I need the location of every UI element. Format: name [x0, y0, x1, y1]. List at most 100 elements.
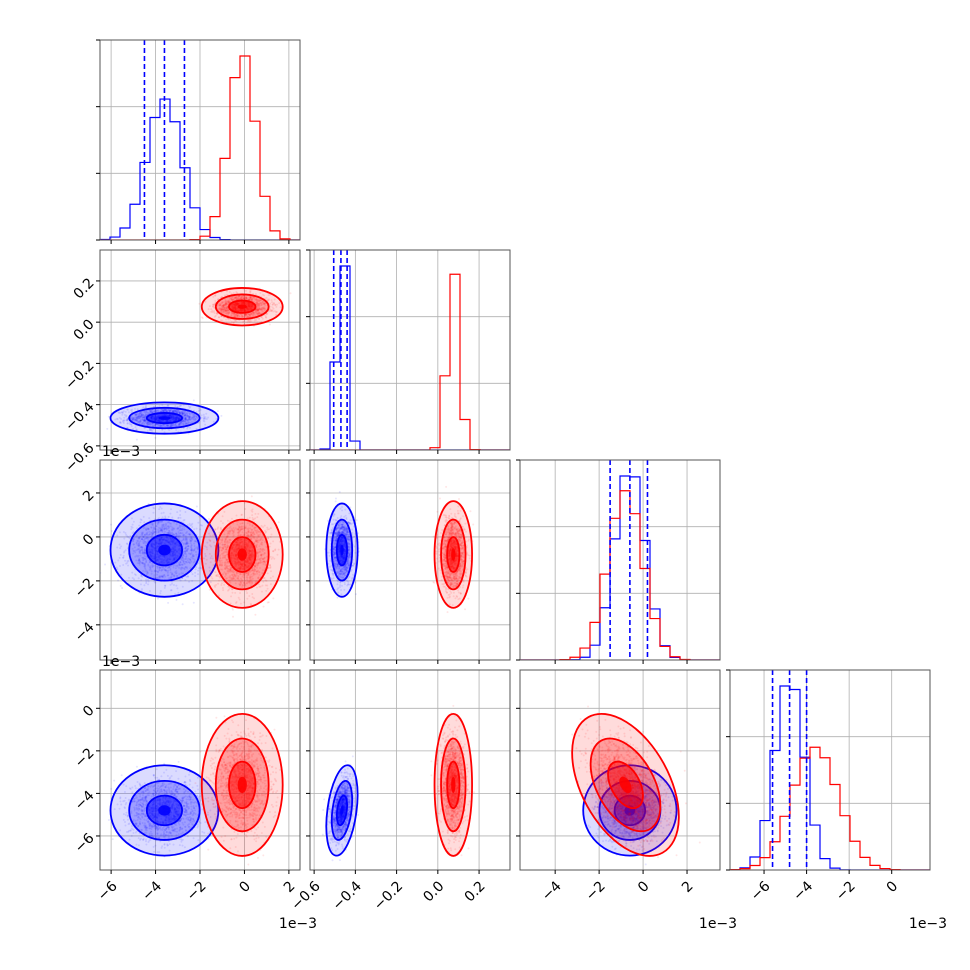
- sample-point: [157, 425, 160, 428]
- sample-point: [177, 409, 180, 412]
- sample-point: [166, 424, 169, 427]
- sample-point: [120, 411, 123, 414]
- sample-point: [212, 303, 215, 306]
- sample-point: [140, 538, 143, 541]
- sample-point: [168, 428, 171, 431]
- sample-point: [267, 299, 270, 302]
- sample-point: [180, 412, 183, 415]
- sample-point: [136, 416, 139, 419]
- sample-point: [175, 424, 178, 427]
- sample-point: [248, 315, 251, 318]
- sample-point: [221, 301, 224, 304]
- sample-point: [149, 411, 152, 414]
- sample-point: [134, 413, 137, 416]
- sample-point: [138, 417, 141, 420]
- sample-point: [260, 299, 263, 302]
- sample-point: [181, 420, 184, 423]
- sample-point: [137, 420, 140, 423]
- sample-point: [174, 409, 177, 412]
- sample-point: [224, 299, 227, 302]
- sample-point: [256, 308, 259, 311]
- sample-point: [160, 528, 163, 531]
- sample-point: [172, 410, 175, 413]
- sample-point: [136, 417, 139, 420]
- sample-point: [213, 311, 216, 314]
- sample-point: [138, 416, 141, 419]
- sample-point: [143, 423, 146, 426]
- sample-point: [155, 530, 158, 533]
- sample-point: [167, 404, 170, 407]
- sample-point: [144, 544, 147, 547]
- sample-point: [179, 411, 182, 414]
- sample-point: [157, 577, 160, 580]
- sample-point: [175, 428, 178, 431]
- sample-point: [187, 545, 190, 548]
- sample-point: [260, 302, 263, 305]
- sample-point: [144, 420, 147, 423]
- sample-point: [163, 574, 166, 577]
- sample-point: [224, 308, 227, 311]
- sample-point: [138, 552, 141, 555]
- sample-point: [156, 571, 159, 574]
- sample-point: [256, 313, 259, 316]
- sample-point: [177, 526, 180, 529]
- sample-point: [248, 290, 251, 293]
- sample-point: [137, 416, 140, 419]
- sample-point: [179, 421, 182, 424]
- sample-point: [192, 554, 195, 557]
- sample-point: [242, 297, 245, 300]
- sample-point: [150, 411, 153, 414]
- sample-point: [143, 420, 146, 423]
- sample-point: [225, 307, 228, 310]
- sample-point: [188, 415, 191, 418]
- sample-point: [203, 415, 206, 418]
- sample-point: [222, 306, 225, 309]
- sample-point: [236, 297, 239, 300]
- sample-point: [178, 412, 181, 415]
- sample-point: [254, 311, 257, 314]
- sample-point: [167, 425, 170, 428]
- sample-point: [263, 302, 266, 305]
- sample-point: [229, 296, 232, 299]
- sample-point: [197, 407, 200, 410]
- sample-point: [160, 425, 163, 428]
- sample-point: [226, 309, 229, 312]
- sample-point: [227, 309, 230, 312]
- sample-point: [147, 421, 150, 424]
- sample-point: [250, 298, 253, 301]
- sample-point: [245, 297, 248, 300]
- sample-point: [236, 313, 239, 316]
- sample-point: [169, 424, 172, 427]
- sample-point: [198, 409, 201, 412]
- sample-point: [271, 306, 274, 309]
- sample-point: [193, 415, 196, 418]
- sample-point: [159, 424, 162, 427]
- sample-point: [202, 413, 205, 416]
- sample-point: [276, 303, 279, 306]
- sample-point: [229, 300, 232, 303]
- sample-point: [217, 298, 220, 301]
- sample-point: [258, 303, 261, 306]
- sample-point: [215, 418, 218, 421]
- sample-point: [173, 425, 176, 428]
- sample-point: [135, 419, 138, 422]
- sample-point: [198, 412, 201, 415]
- sample-point: [166, 404, 169, 407]
- sample-point: [190, 549, 193, 552]
- sample-point: [193, 413, 196, 416]
- sample-point: [243, 296, 246, 299]
- sample-point: [166, 409, 169, 412]
- sample-point: [158, 425, 161, 428]
- sample-point: [252, 296, 255, 299]
- sample-point: [198, 302, 201, 305]
- sample-point: [212, 305, 215, 308]
- sample-point: [247, 296, 250, 299]
- sample-point: [207, 308, 210, 311]
- sample-point: [166, 424, 169, 427]
- sample-point: [116, 534, 119, 537]
- sample-point: [139, 411, 142, 414]
- sample-point: [161, 424, 164, 427]
- sample-point: [170, 424, 173, 427]
- sample-point: [161, 516, 164, 519]
